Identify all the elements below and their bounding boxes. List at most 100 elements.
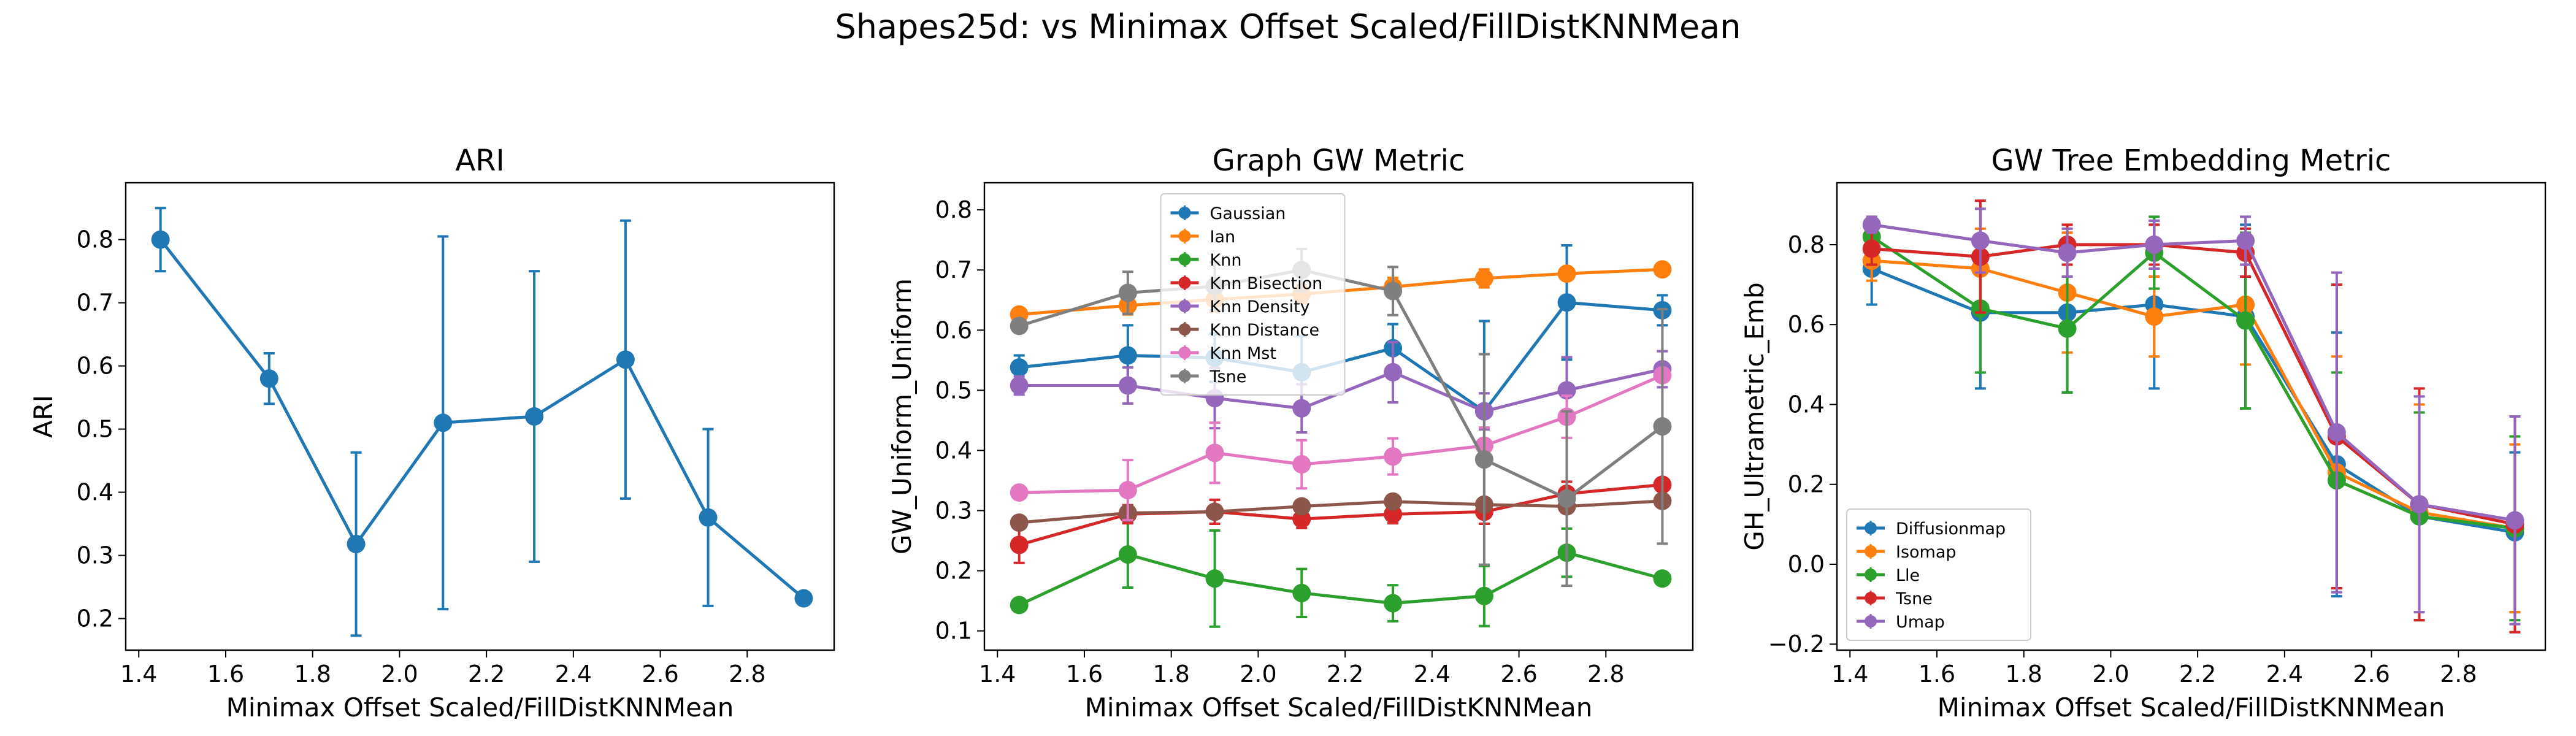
data-point — [1557, 489, 1576, 508]
data-point — [1557, 293, 1576, 312]
data-point — [2327, 423, 2346, 442]
legend-marker — [1178, 370, 1191, 382]
y-axis-label: ARI — [28, 395, 58, 438]
x-tick-label: 2.4 — [2266, 661, 2303, 688]
y-tick-label: 0.5 — [935, 377, 972, 404]
legend-label: Lle — [1896, 566, 1920, 585]
x-tick-label: 2.6 — [642, 661, 678, 688]
y-tick-label: 0.0 — [1788, 551, 1825, 578]
legend: Gaussian Ian Knn Knn Bisection Knn Density Kn… — [1160, 193, 1346, 396]
y-tick-label: 0.6 — [77, 353, 113, 380]
legend-label: Ian — [1210, 228, 1236, 247]
data-point — [1118, 376, 1137, 395]
y-tick-label: 0.4 — [1788, 391, 1825, 418]
data-point — [1010, 316, 1029, 335]
data-point — [1118, 481, 1137, 500]
x-tick-label: 1.4 — [979, 661, 1016, 688]
data-point — [1474, 450, 1493, 469]
panel-title: Graph GW Metric — [1213, 144, 1465, 178]
y-tick-label: 0.8 — [77, 226, 113, 253]
x-tick-label: 2.4 — [555, 661, 592, 688]
series-knn — [1010, 520, 1672, 628]
x-tick-label: 2.0 — [381, 661, 418, 688]
data-point — [2236, 311, 2255, 330]
data-point — [1010, 513, 1029, 532]
data-point — [1384, 362, 1403, 381]
legend-box — [1160, 193, 1346, 396]
x-tick-label: 2.2 — [1327, 661, 1363, 688]
data-point — [1118, 545, 1137, 564]
data-point — [1205, 443, 1224, 462]
legend-label: Knn Bisection — [1210, 274, 1323, 293]
data-point — [1474, 269, 1493, 288]
y-tick-label: 0.2 — [935, 558, 972, 585]
data-point — [1292, 399, 1311, 418]
data-point — [1292, 510, 1311, 529]
x-tick-label: 2.0 — [1240, 661, 1276, 688]
data-point — [1010, 358, 1029, 377]
panel-title: GW Tree Embedding Metric — [1991, 144, 2391, 178]
panels: ARI 1.4 1.6 1.8 2.0 2.2 2.4 2.6 2.8 0.2 0.3 0.4 0.5 0… — [28, 144, 2547, 723]
data-point — [1118, 283, 1137, 302]
legend-label: Tsne — [1209, 367, 1247, 386]
data-point — [1384, 492, 1403, 511]
x-tick-label: 2.4 — [1414, 661, 1451, 688]
y-axis-label: GH_Ultrametric_Emb — [1739, 282, 1769, 550]
panel-2: Graph GW Metric 1.4 1.6 1.8 2.0 2.2 2.4 2.6 2.8 0… — [887, 144, 1694, 723]
x-tick-label: 2.8 — [2440, 661, 2477, 688]
x-axis-label: Minimax Offset Scaled/FillDistKNNMean — [1938, 692, 2445, 723]
data-point — [1557, 264, 1576, 283]
series-knn-mst — [1010, 366, 1672, 522]
y-tick-label: 0.8 — [935, 196, 972, 223]
legend-marker — [1178, 207, 1191, 219]
data-point — [699, 508, 718, 527]
legend-box — [1846, 508, 2031, 641]
legend-label: Diffusionmap — [1896, 519, 2006, 539]
series-line — [1018, 268, 1663, 500]
series-1 — [151, 207, 813, 637]
legend: Diffusionmap Isomap Lle Tsne Umap — [1846, 508, 2031, 641]
data-point — [2236, 231, 2255, 250]
data-point — [1205, 569, 1224, 588]
series-line — [1018, 551, 1663, 607]
data-point — [1653, 260, 1672, 279]
panel-3: GW Tree Embedding Metric 1.4 1.6 1.8 2.0 2.2 2… — [1739, 144, 2547, 723]
data-point — [1653, 417, 1672, 436]
series-line — [1019, 374, 1663, 494]
legend-label: Umap — [1896, 613, 1945, 632]
x-tick-label: 2.0 — [2092, 661, 2129, 688]
legend-label: Knn Density — [1210, 297, 1310, 316]
data-point — [1292, 497, 1311, 516]
legend-marker — [1865, 615, 1877, 627]
x-tick-label: 2.8 — [729, 661, 765, 688]
y-tick-label: 0.2 — [1788, 471, 1825, 498]
x-tick-label: 2.6 — [1500, 661, 1537, 688]
series-line — [1019, 267, 1663, 316]
y-tick-label: 0.8 — [1788, 231, 1825, 258]
data-point — [1384, 594, 1403, 613]
y-tick-label: 0.3 — [77, 542, 113, 569]
data-point — [1010, 376, 1029, 395]
data-point — [1010, 483, 1029, 502]
legend-marker — [1178, 230, 1191, 242]
y-axis-label: GW_Uniform_Uniform — [887, 278, 917, 554]
axes-frame — [983, 182, 1694, 651]
y-tick-label: 0.6 — [935, 316, 972, 343]
data-point — [259, 369, 278, 388]
axes-frame — [125, 182, 835, 651]
data-point — [434, 413, 453, 432]
series-umap — [1862, 207, 2524, 626]
data-point — [2505, 511, 2524, 530]
legend-label: Knn Distance — [1210, 321, 1320, 340]
data-point — [1384, 282, 1403, 301]
data-point — [525, 407, 544, 426]
x-tick-label: 1.8 — [1152, 661, 1189, 688]
y-tick-label: 0.4 — [935, 437, 972, 464]
data-point — [1010, 535, 1029, 554]
legend-marker — [1178, 300, 1191, 312]
data-point — [1118, 346, 1137, 365]
series-line — [159, 239, 805, 600]
data-point — [1971, 231, 1990, 250]
data-point — [2058, 319, 2077, 338]
